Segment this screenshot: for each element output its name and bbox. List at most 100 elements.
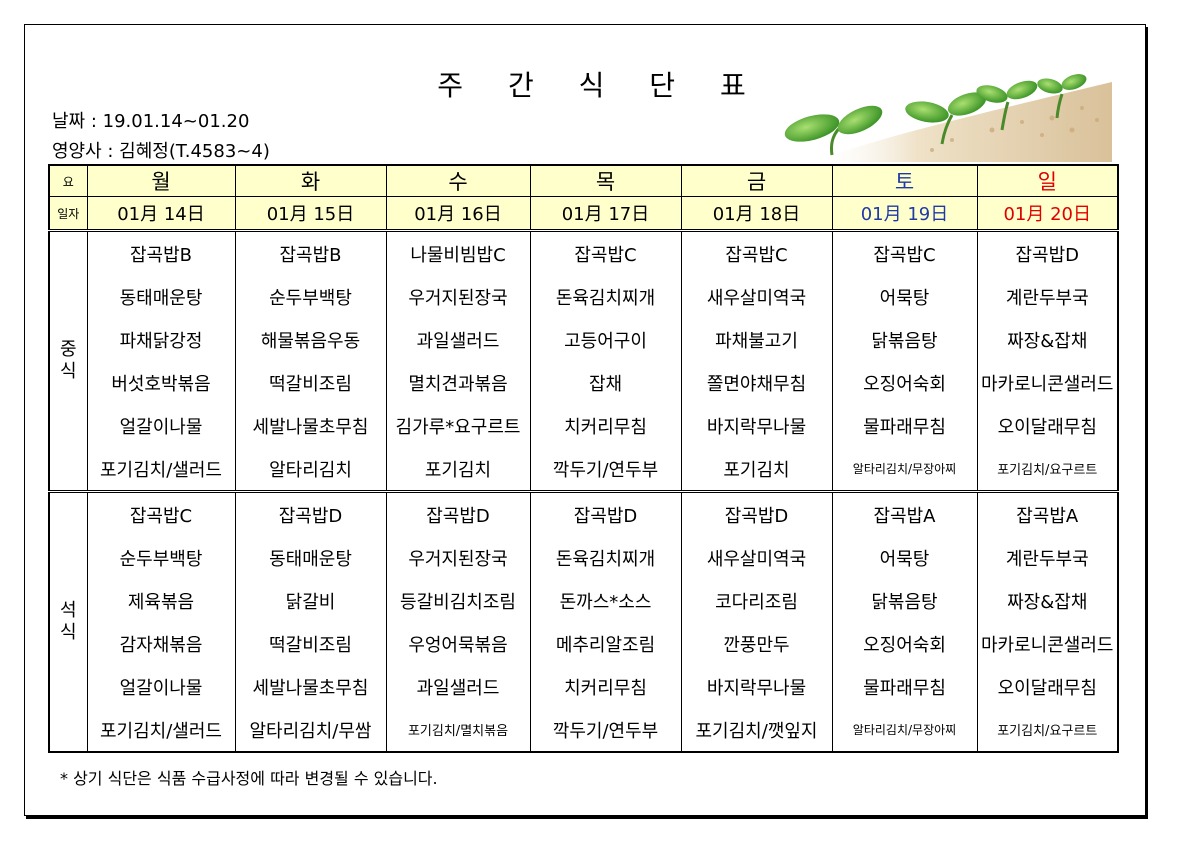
change-notice: * 상기 식단은 식품 수급사정에 따라 변경될 수 있습니다. xyxy=(60,769,438,788)
date-sun: 01月 20日 xyxy=(976,196,1119,232)
dinner-menu-item: 메추리알조림 xyxy=(529,622,682,665)
day-mon: 월 xyxy=(86,164,236,197)
dinner-menu-item: 얼갈이나물 xyxy=(86,665,236,708)
lunch-menu-item: 잡곡밥B xyxy=(86,230,236,275)
weekly-menu-table: 요 월 화 수 목 금 토 일 일자 01月 14日 01月 15日 01月 1… xyxy=(48,164,1119,753)
dinner-menu-item: 깐풍만두 xyxy=(680,622,833,665)
nutritionist-info: 영양사 : 김혜정(T.4583~4) xyxy=(52,141,270,162)
date-sat: 01月 19日 xyxy=(831,196,978,232)
dinner-menu-item: 오징어숙회 xyxy=(831,622,978,665)
lunch-menu-item: 오이달래무침 xyxy=(976,404,1119,447)
dinner-menu-item: 잡곡밥C xyxy=(86,490,236,536)
sprout-illustration xyxy=(784,74,1112,162)
dinner-row: 감자채볶음 떡갈비조림 우엉어묵볶음 메추리알조림 깐풍만두 오징어숙회 마카로니콘샐러드 xyxy=(49,622,1119,665)
date-wed: 01月 16日 xyxy=(385,196,531,232)
dinner-row: 포기김치/샐러드 알타리김치/무쌈 포기김치/멸치볶음 깍두기/연두부 포기김치/깻잎지… xyxy=(49,708,1119,752)
lunch-menu-item: 파채불고기 xyxy=(680,318,833,361)
dinner-menu-item: 코다리조림 xyxy=(680,579,833,622)
dinner-menu-item: 세발나물초무침 xyxy=(234,665,387,708)
day-sun: 일 xyxy=(976,164,1119,197)
dinner-row: 제육볶음 닭갈비 등갈비김치조림 돈까스*소스 코다리조림 닭볶음탕 짜장&잡채 xyxy=(49,579,1119,622)
page-title: 주 간 식 단 표 xyxy=(437,69,764,102)
dinner-row: 석식 잡곡밥C 잡곡밥D 잡곡밥D 잡곡밥D 잡곡밥D 잡곡밥A 잡곡밥A xyxy=(48,490,1119,752)
dinner-menu-item: 닭볶음탕 xyxy=(831,579,978,622)
lunch-menu-item: 알타리김치 xyxy=(234,447,387,492)
date-header-row: 일자 01月 14日 01月 15日 01月 16日 01月 17日 01月 1… xyxy=(48,196,1119,232)
lunch-menu-item: 치커리무침 xyxy=(529,404,682,447)
lunch-menu-item: 멸치견과볶음 xyxy=(385,361,531,404)
dinner-menu-item: 제육볶음 xyxy=(86,579,236,622)
lunch-row: 중식 잡곡밥B 잡곡밥B 나물비빔밥C 잡곡밥C 잡곡밥C 잡곡밥C 잡곡밥D xyxy=(48,230,1119,492)
dinner-menu-item: 포기김치/요구르트 xyxy=(976,708,1119,752)
lunch-menu-item: 포기김치/샐러드 xyxy=(86,447,236,492)
menu-date-range: 날짜 : 19.01.14~01.20 xyxy=(52,111,250,132)
dinner-menu-item: 등갈비김치조림 xyxy=(385,579,531,622)
lunch-menu-item: 깍두기/연두부 xyxy=(529,447,682,492)
dinner-menu-item: 계란두부국 xyxy=(976,536,1119,579)
dinner-section: 석식 잡곡밥C 잡곡밥D 잡곡밥D 잡곡밥D 잡곡밥D 잡곡밥A 잡곡밥A 순두부백탕 동태매운탕… xyxy=(48,490,1119,752)
lunch-menu-item: 떡갈비조림 xyxy=(234,361,387,404)
lunch-menu-item: 해물볶음우동 xyxy=(234,318,387,361)
lunch-menu-item: 돈육김치찌개 xyxy=(529,275,682,318)
dinner-label: 석식 xyxy=(48,490,88,752)
lunch-menu-item: 포기김치/요구르트 xyxy=(976,447,1119,492)
day-wed: 수 xyxy=(385,164,531,197)
lunch-menu-item: 과일샐러드 xyxy=(385,318,531,361)
lunch-menu-item: 어묵탕 xyxy=(831,275,978,318)
lunch-label-text: 중식 xyxy=(59,339,77,382)
dinner-menu-item: 순두부백탕 xyxy=(86,536,236,579)
lunch-menu-item: 쫄면야채무침 xyxy=(680,361,833,404)
lunch-menu-item: 잡곡밥D xyxy=(976,230,1119,275)
dinner-menu-item: 돈까스*소스 xyxy=(529,579,682,622)
dinner-menu-item: 바지락무나물 xyxy=(680,665,833,708)
day-header-row: 요 월 화 수 목 금 토 일 xyxy=(48,164,1119,197)
lunch-row: 파채닭강정 해물볶음우동 과일샐러드 고등어구이 파채불고기 닭볶음탕 짜장&잡채 xyxy=(49,318,1119,361)
lunch-menu-item: 우거지된장국 xyxy=(385,275,531,318)
lunch-menu-item: 닭볶음탕 xyxy=(831,318,978,361)
dinner-menu-item: 우엉어묵볶음 xyxy=(385,622,531,665)
dinner-row: 순두부백탕 동태매운탕 우거지된장국 돈육김치찌개 새우살미역국 어묵탕 계란두부국 xyxy=(49,536,1119,579)
lunch-menu-item: 순두부백탕 xyxy=(234,275,387,318)
lunch-menu-item: 포기김치 xyxy=(680,447,833,492)
lunch-menu-item: 고등어구이 xyxy=(529,318,682,361)
dinner-menu-item: 과일샐러드 xyxy=(385,665,531,708)
dinner-menu-item: 잡곡밥A xyxy=(976,490,1119,536)
lunch-menu-item: 마카로니콘샐러드 xyxy=(976,361,1119,404)
lunch-row: 동태매운탕 순두부백탕 우거지된장국 돈육김치찌개 새우살미역국 어묵탕 계란두부국 xyxy=(49,275,1119,318)
lunch-row: 포기김치/샐러드 알타리김치 포기김치 깍두기/연두부 포기김치 알타리김치/무장아찌 포기… xyxy=(49,447,1119,492)
dinner-menu-item: 떡갈비조림 xyxy=(234,622,387,665)
lunch-menu-item: 오징어숙회 xyxy=(831,361,978,404)
lunch-menu-item: 잡곡밥B xyxy=(234,230,387,275)
lunch-menu-item: 버섯호박볶음 xyxy=(86,361,236,404)
dinner-menu-item: 잡곡밥D xyxy=(385,490,531,536)
lunch-menu-item: 세발나물초무침 xyxy=(234,404,387,447)
dinner-menu-item: 감자채볶음 xyxy=(86,622,236,665)
dinner-menu-item: 돈육김치찌개 xyxy=(529,536,682,579)
dinner-menu-item: 포기김치/깻잎지 xyxy=(680,708,833,752)
dinner-menu-item: 잡곡밥D xyxy=(680,490,833,536)
dinner-menu-item: 닭갈비 xyxy=(234,579,387,622)
lunch-menu-item: 잡곡밥C xyxy=(831,230,978,275)
lunch-menu-item: 물파래무침 xyxy=(831,404,978,447)
dinner-menu-item: 치커리무침 xyxy=(529,665,682,708)
day-tue: 화 xyxy=(234,164,387,197)
day-label: 요 xyxy=(48,164,88,197)
lunch-menu-item: 포기김치 xyxy=(385,447,531,492)
day-thu: 목 xyxy=(529,164,682,197)
dinner-row: 얼갈이나물 세발나물초무침 과일샐러드 치커리무침 바지락무나물 물파래무침 오이달래무침 xyxy=(49,665,1119,708)
lunch-menu-item: 잡채 xyxy=(529,361,682,404)
lunch-menu-item: 짜장&잡채 xyxy=(976,318,1119,361)
dinner-menu-item: 깍두기/연두부 xyxy=(529,708,682,752)
dinner-menu-item: 짜장&잡채 xyxy=(976,579,1119,622)
lunch-section: 중식 잡곡밥B 잡곡밥B 나물비빔밥C 잡곡밥C 잡곡밥C 잡곡밥C 잡곡밥D 동태매운탕 순두부… xyxy=(48,230,1119,492)
date-tue: 01月 15日 xyxy=(234,196,387,232)
dinner-menu-item: 동태매운탕 xyxy=(234,536,387,579)
dinner-menu-item: 우거지된장국 xyxy=(385,536,531,579)
day-sat: 토 xyxy=(831,164,978,197)
dinner-menu-item: 알타리김치/무장아찌 xyxy=(831,708,978,752)
date-label: 일자 xyxy=(48,196,88,232)
dinner-menu-item: 잡곡밥A xyxy=(831,490,978,536)
dinner-menu-item: 새우살미역국 xyxy=(680,536,833,579)
dinner-menu-item: 포기김치/멸치볶음 xyxy=(385,708,531,752)
dinner-menu-item: 잡곡밥D xyxy=(234,490,387,536)
